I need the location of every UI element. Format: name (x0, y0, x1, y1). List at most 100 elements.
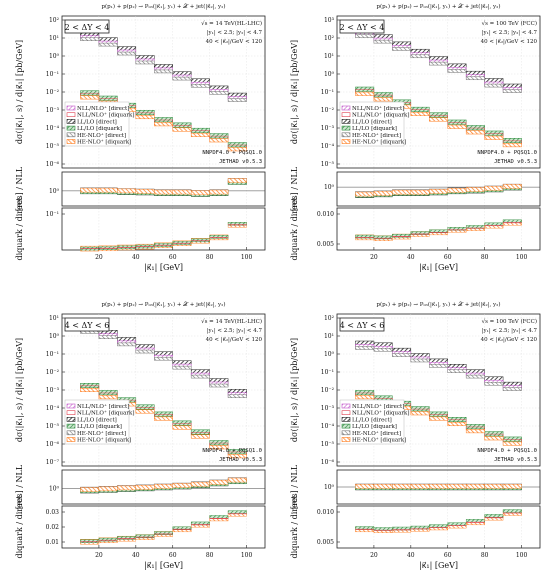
x-tick-label: 20 (370, 552, 378, 559)
ratio1-band-he (465, 187, 485, 192)
y-tick-label: 10⁰ (49, 333, 60, 340)
legend-swatch (66, 430, 76, 436)
ratio2-band-ll (227, 510, 247, 514)
ratio2-band-ll (154, 531, 173, 535)
band-he-direct (80, 37, 100, 41)
band-he-direct (190, 83, 210, 88)
ratio2-band-ll (98, 537, 118, 542)
ratio1-band-he (98, 187, 118, 193)
legend-swatch (341, 423, 351, 429)
ratio2-tick-label: 0.005 (317, 539, 334, 546)
ratio1-band-he (447, 484, 467, 489)
rapidity-box (64, 19, 110, 34)
y-tick-label: 10⁻² (321, 107, 335, 114)
chart-title: p(p₁) + p(p₂) → P₀₃(|κ⃗₁|, y₁) + 𝒳 + jet… (101, 3, 225, 10)
ratio1-y-label: [res] / NLL (290, 464, 299, 509)
band-he-diquark (484, 135, 504, 140)
band-he-direct (117, 342, 137, 347)
band-he-direct (355, 346, 375, 350)
x-tick-label: 80 (206, 552, 214, 559)
legend-entry: HE-NLO⁺ [diquark] (352, 438, 406, 444)
legend-swatch (341, 139, 351, 144)
band-he-diquark (172, 425, 192, 430)
legend-entry: HE-NLO⁺ [direct] (352, 431, 401, 437)
band-ll-diquark (80, 90, 100, 96)
energy-label: √s = 14 TeV(HL-LHC) (201, 20, 262, 27)
ratio1-frame (61, 469, 266, 505)
code-label: JETHAD v0.5.3 (219, 457, 262, 463)
ratio1-y-label: [res] / NLL (15, 464, 24, 509)
band-ll-diquark (502, 138, 522, 144)
ratio2-y-label: diquark / direct (15, 495, 24, 559)
legend-entry: NLL/NLO⁺ [direct] (77, 106, 129, 112)
band-ll-diquark (484, 130, 504, 136)
ratio1-tick-label: 10⁰ (324, 484, 335, 491)
rapidity-bin-label: 2 < ΔY < 4 (340, 23, 385, 32)
y-tick-label: 10⁰ (324, 351, 335, 358)
band-he-direct (373, 348, 393, 352)
band-he-diquark (209, 445, 229, 450)
ratio2-tick-label: 0.01 (46, 539, 59, 546)
band-he-direct (172, 365, 192, 370)
x-tick-label: 20 (370, 254, 378, 261)
y-tick-label: 10⁰ (49, 53, 60, 60)
band-he-diquark (447, 421, 467, 426)
info-block: √s = 14 TeV(HL-LHC) |y₁| < 2.5; |y₂| < 4.… (201, 318, 262, 343)
band-he-diquark (154, 416, 173, 421)
pdf-label: NNPDF4.0 + PQSQ1.0 (477, 448, 537, 454)
legend-entry: NLL/NLO⁺ [direct] (352, 106, 404, 112)
band-ll-diquark (209, 133, 229, 139)
x-tick-label: 40 (407, 254, 415, 261)
legend-swatch (66, 125, 76, 131)
legend-entry: HE-NLO⁺ [direct] (77, 431, 126, 437)
band-he-direct (227, 394, 247, 399)
band-he-diquark (80, 95, 100, 100)
ratio2-y-label: diquark / direct (15, 197, 24, 261)
band-he-direct (209, 91, 229, 95)
band-he-diquark (227, 147, 247, 152)
band-ll-diquark (429, 112, 448, 118)
x-tick-label: 40 (132, 552, 140, 559)
legend-swatch (66, 423, 76, 429)
legend-entry: HE-NLO⁺ [diquark] (77, 438, 131, 444)
ratio1-band-he (80, 187, 100, 193)
y-tick-label: 10¹ (49, 35, 59, 42)
y-tick-label: 10⁻⁵ (46, 143, 60, 150)
chart-panel-1: p(p₁) + p(p₂) → P₀₃(|κ⃗₁|, y₁) + 𝒳 + jet… (15, 3, 266, 272)
legend-swatch (341, 410, 351, 415)
legend-swatch (66, 112, 76, 117)
ratio2-band-ll (209, 235, 229, 239)
legend-swatch (341, 403, 351, 409)
x-tick-label: 80 (481, 254, 489, 261)
legend-entry: LL/LO [direct] (77, 417, 117, 423)
y-tick-label: 10⁻⁵ (321, 161, 335, 168)
band-ll-diquark (465, 125, 485, 131)
ratio1-band-he (392, 189, 412, 195)
band-ll-diquark (172, 122, 192, 128)
x-tick-label: 40 (407, 552, 415, 559)
ratio1-band-he (410, 484, 430, 489)
band-he-diquark (429, 416, 448, 421)
code-label: JETHAD v0.5.3 (494, 159, 537, 165)
band-he-direct (172, 76, 192, 81)
legend-swatch (66, 417, 76, 422)
ratio2-band-ll (502, 509, 522, 513)
chart-title: p(p₁) + p(p₂) → P₀₃(|κ⃗₁|, y₁) + 𝒳 + jet… (101, 301, 225, 308)
ratio1-tick-label: 10⁰ (49, 188, 60, 195)
ratio2-band-ll (484, 514, 504, 518)
band-he-diquark (98, 395, 118, 400)
y-tick-label: 10⁻² (321, 387, 335, 394)
legend-entry: NLL/NLO⁺ [diquark] (352, 411, 409, 417)
info-block: √s = 100 TeV (FCC) |y₁| < 2.5; |y₂| < 4.7… (481, 20, 538, 45)
ratio1-band-he (135, 189, 155, 194)
legend-swatch (341, 112, 351, 117)
ratio2-band-ll (227, 222, 247, 226)
legend: NLL/NLO⁺ [direct]NLL/NLO⁺ [diquark]LL/LO… (64, 399, 134, 445)
band-ll-diquark (465, 424, 485, 430)
ratio1-band-he (190, 481, 210, 487)
x-tick-label: 20 (95, 552, 103, 559)
y-tick-label: 10¹ (49, 315, 59, 322)
y-tick-label: 10⁻⁴ (46, 125, 60, 132)
band-ll-diquark (227, 449, 247, 455)
legend: NLL/NLO⁺ [direct]NLL/NLO⁺ [diquark]LL/LO… (339, 399, 409, 445)
